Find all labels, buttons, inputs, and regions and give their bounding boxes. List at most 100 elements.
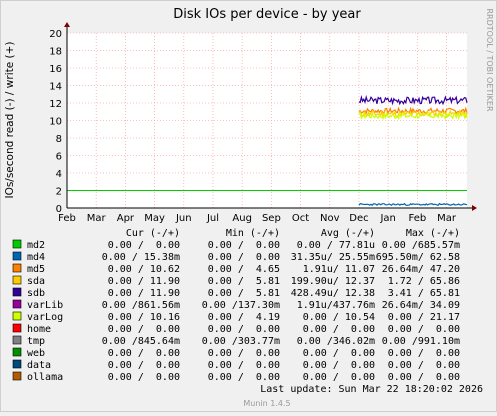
legend-avg: 0.00 / 0.00: [303, 372, 375, 383]
y-tick-label: 4: [56, 169, 62, 180]
legend-cur: 0.00 /861.56m: [102, 300, 180, 311]
legend-cur: 0.00 / 11.90: [108, 276, 180, 287]
x-tick-label: Feb: [409, 213, 427, 224]
x-tick-label: Mar: [437, 213, 457, 224]
legend-min: 0.00 / 4.65: [208, 264, 280, 275]
series-line-varLib: [358, 94, 468, 106]
x-tick-label: Aug: [232, 213, 252, 224]
legend-min: 0.00 / 0.00: [208, 252, 280, 263]
legend-cur: 0.00 / 15.38m: [102, 252, 180, 263]
legend-cur: 0.00 / 10.62: [108, 264, 180, 275]
legend-swatch-md2: [12, 239, 22, 249]
legend-avg: 1.91u/437.76m: [297, 300, 375, 311]
legend-min: 0.00 /303.77m: [202, 336, 280, 347]
y-axis-arrow: [64, 22, 70, 27]
legend-min: 0.00 / 0.00: [208, 240, 280, 251]
series-line-varLog: [358, 110, 468, 121]
x-tick-label: Jan: [379, 213, 395, 224]
legend-name: varLib: [27, 300, 63, 311]
legend-max: 0.00 /991.10m: [382, 336, 460, 347]
legend-min: 0.00 / 0.00: [208, 348, 280, 359]
legend-cur: 0.00 / 0.00: [108, 372, 180, 383]
legend-max: 0.00 / 0.00: [388, 348, 460, 359]
last-update: Last update: Sun Mar 22 18:20:02 2026: [260, 384, 483, 395]
legend-max: 0.00 / 0.00: [388, 360, 460, 371]
legend: Cur (-/+) Min (-/+) Avg (-/+) Max (-/+) md2 0…: [12, 228, 460, 383]
legend-swatch-md4: [12, 251, 22, 261]
legend-cur: 0.00 / 0.00: [108, 240, 180, 251]
x-tick-label: Dec: [349, 213, 368, 224]
legend-avg: 1.91u/ 11.07: [303, 264, 375, 275]
y-tick-label: 12: [49, 99, 62, 110]
legend-header: Cur (-/+): [126, 228, 180, 239]
y-tick-label: 20: [49, 29, 62, 40]
legend-avg: 0.00 / 0.00: [303, 348, 375, 359]
legend-swatch-data: [12, 359, 22, 369]
legend-max: 695.50m/ 62.58: [376, 252, 460, 263]
legend-cur: 0.00 / 0.00: [108, 348, 180, 359]
y-tick-label: 8: [56, 134, 62, 145]
x-tick-label: Mar: [87, 213, 107, 224]
legend-swatch-tmp: [12, 335, 22, 345]
legend-avg: 428.49u/ 12.38: [291, 288, 375, 299]
legend-cur: 0.00 /845.64m: [102, 336, 180, 347]
legend-name: data: [27, 360, 51, 371]
x-tick-label: Jun: [175, 213, 192, 224]
x-tick-label: Jul: [206, 213, 219, 224]
y-tick-label: 0: [56, 204, 62, 215]
x-tick-label: Feb: [58, 213, 76, 224]
legend-min: 0.00 / 5.81: [208, 288, 280, 299]
legend-cur: 0.00 / 11.90: [108, 288, 180, 299]
legend-swatch-varLog: [12, 311, 22, 321]
y-tick-label: 10: [49, 117, 62, 128]
legend-name: sda: [27, 276, 45, 287]
legend-cur: 0.00 / 10.16: [108, 312, 180, 323]
munin-version: Munin 1.4.5: [243, 399, 290, 408]
legend-swatch-ollama: [12, 371, 22, 381]
legend-avg: 0.00 / 10.54: [303, 312, 375, 323]
x-tick-label: Apr: [117, 213, 135, 224]
legend-max: 26.64m/ 34.09: [382, 300, 460, 311]
legend-name: web: [27, 348, 45, 359]
chart-title: Disk IOs per device - by year: [173, 7, 361, 22]
legend-swatch-md5: [12, 263, 22, 273]
y-tick-label: 6: [56, 152, 62, 163]
legend-name: sdb: [27, 288, 45, 299]
legend-min: 0.00 / 4.19: [208, 312, 280, 323]
x-axis-arrow: [472, 205, 477, 211]
legend-cur: 0.00 / 0.00: [108, 360, 180, 371]
legend-min: 0.00 / 0.00: [208, 360, 280, 371]
legend-max: 0.00 /685.57m: [382, 240, 460, 251]
legend-swatch-sdb: [12, 287, 22, 297]
legend-swatch-sda: [12, 275, 22, 285]
legend-min: 0.00 / 0.00: [208, 324, 280, 335]
x-tick-labels: Feb Mar Apr May Jun Jul Aug Sep Oct Nov Dec Jan Feb M…: [58, 213, 457, 224]
legend-header: Min (-/+): [226, 228, 280, 239]
legend-avg: 0.00 / 0.00: [303, 324, 375, 335]
legend-name: home: [27, 324, 51, 335]
legend-avg: 0.00 / 0.00: [303, 360, 375, 371]
y-tick-label: 2: [56, 187, 62, 198]
legend-header: Max (-/+): [406, 228, 460, 239]
legend-max: 3.41 / 65.81: [388, 288, 460, 299]
y-tick-label: 18: [49, 47, 62, 58]
legend-swatch-home: [12, 323, 22, 333]
y-tick-labels: 0 2 4 6 8 10 12 14 16 18 20: [49, 29, 62, 215]
x-tick-label: Nov: [320, 213, 340, 224]
legend-swatch-varLib: [12, 299, 22, 309]
series-line-md4: [358, 202, 468, 207]
legend-max: 26.64m/ 47.20: [382, 264, 460, 275]
x-tick-label: Sep: [262, 213, 281, 224]
legend-name: md4: [27, 252, 45, 263]
x-tick-label: Oct: [292, 213, 309, 224]
legend-name: md2: [27, 240, 45, 251]
legend-min: 0.00 /137.30m: [202, 300, 280, 311]
legend-max: 0.00 / 21.17: [388, 312, 460, 323]
legend-max: 1.72 / 65.86: [388, 276, 460, 287]
y-tick-label: 14: [49, 82, 62, 93]
legend-max: 0.00 / 0.00: [388, 324, 460, 335]
legend-name: tmp: [27, 336, 45, 347]
legend-swatch-web: [12, 347, 22, 357]
